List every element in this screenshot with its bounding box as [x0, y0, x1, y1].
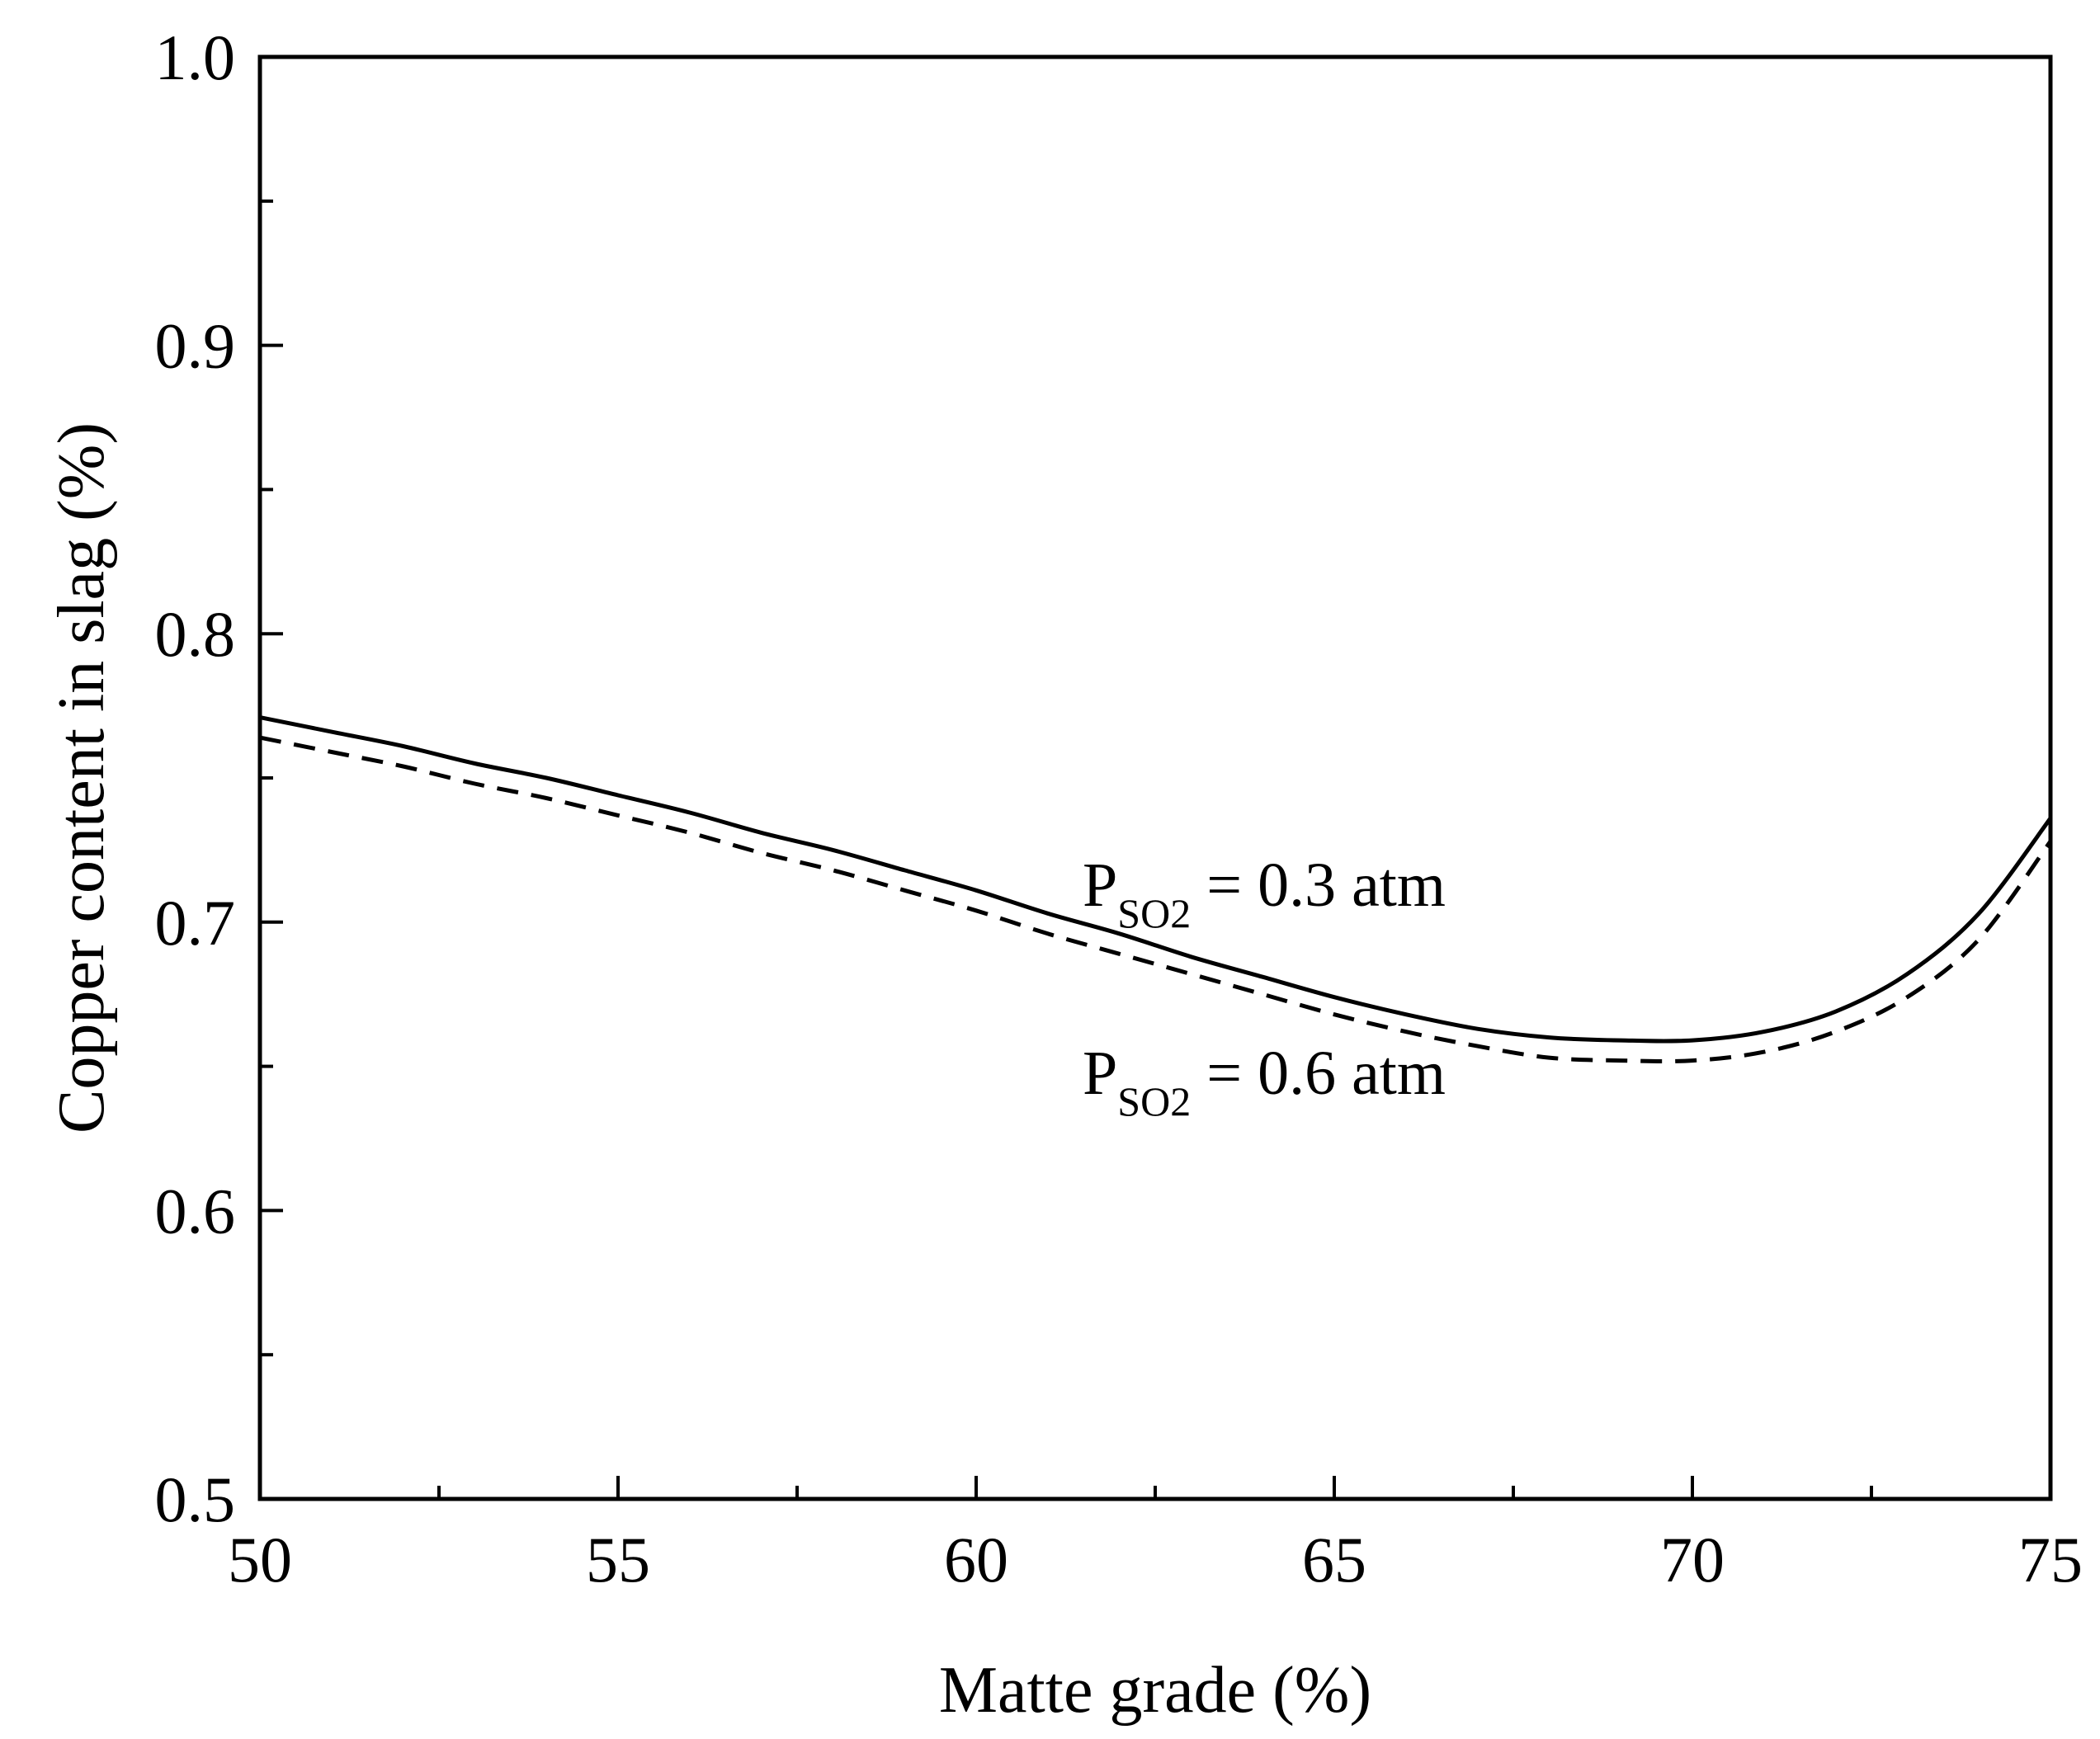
- y-tick-label: 0.5: [155, 1463, 236, 1535]
- series-lines: [259, 715, 2053, 1064]
- y-tick-label: 0.9: [155, 310, 236, 382]
- annotation-pso2-0-6-sub: SO2: [1117, 1078, 1191, 1124]
- series-line-pso2-0-6: [259, 735, 2053, 1064]
- annotation-pso2-0-3-main: P: [1083, 851, 1117, 920]
- x-tick-label: 50: [228, 1524, 292, 1595]
- y-tick-label: 0.8: [155, 598, 236, 670]
- annotation-pso2-0-6: PSO2 = 0.6 atm: [1083, 1039, 1446, 1124]
- x-tick-label: 75: [2018, 1524, 2083, 1595]
- y-axis-title: Copper content in slag (%): [45, 422, 118, 1133]
- annotation-pso2-0-3-sub: SO2: [1117, 890, 1191, 936]
- annotation-pso2-0-3: PSO2 = 0.3 atm: [1083, 851, 1446, 936]
- x-tick-label: 70: [1660, 1524, 1725, 1595]
- y-tick-label: 0.7: [155, 887, 236, 959]
- y-tick-label: 1.0: [155, 21, 236, 93]
- x-tick-label: 65: [1302, 1524, 1366, 1595]
- y-tick-label: 0.6: [155, 1175, 236, 1247]
- annotation-pso2-0-6-rest: = 0.6 atm: [1191, 1039, 1446, 1108]
- annotation-pso2-0-3-rest: = 0.3 atm: [1191, 851, 1446, 920]
- x-axis-title: Matte grade (%): [939, 1654, 1371, 1727]
- x-tick-label: 55: [586, 1524, 650, 1595]
- x-tick-label: 60: [944, 1524, 1008, 1595]
- tick-labels: 50 55 60 65 70 75 0.5 0.6 0.7 0.8 0.9 1.0: [155, 21, 2083, 1595]
- annotation-pso2-0-6-main: P: [1083, 1039, 1117, 1108]
- series-line-pso2-0-3: [259, 715, 2052, 1044]
- plot-frame: [257, 54, 2053, 1501]
